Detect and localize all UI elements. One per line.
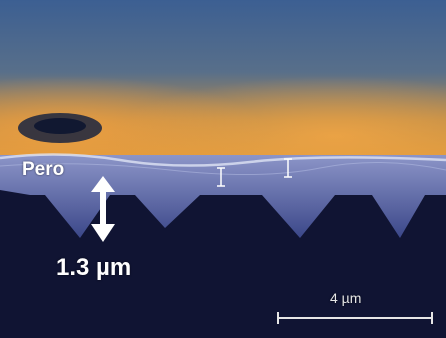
layer-label: Pero <box>22 159 65 180</box>
thickness-marker-1 <box>217 167 225 187</box>
thickness-label: 1.3 µm <box>56 254 132 281</box>
scale-bar <box>277 312 433 324</box>
thickness-marker-2 <box>284 158 292 178</box>
dark-particle-core <box>34 118 86 134</box>
film-texture-line <box>0 162 446 176</box>
perovskite-film <box>0 155 446 238</box>
film-top-edge <box>0 153 446 167</box>
double-arrow <box>91 176 115 242</box>
scale-bar-label: 4 µm <box>330 290 362 306</box>
